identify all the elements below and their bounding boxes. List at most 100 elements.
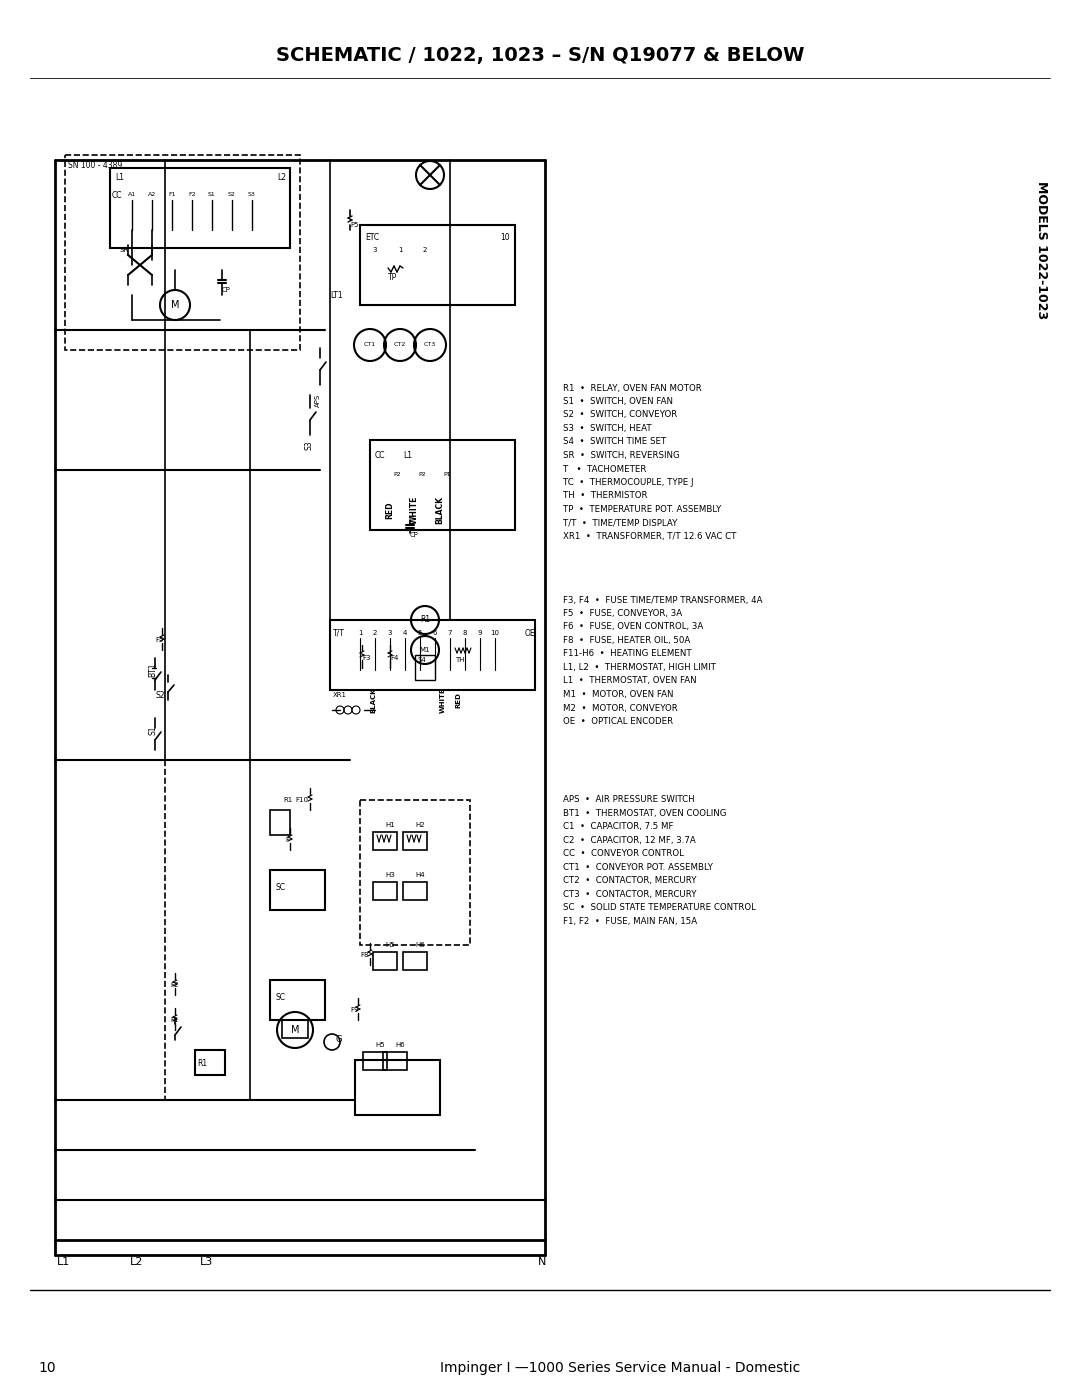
Bar [383,1052,407,1070]
Text: XR1  •  TRANSFORMER, T/T 12.6 VAC CT: XR1 • TRANSFORMER, T/T 12.6 VAC CT [563,532,737,541]
Text: L1: L1 [403,450,411,460]
Bar [415,655,435,680]
Text: 1: 1 [397,247,402,253]
Text: F8: F8 [360,951,368,958]
Text: TC  •  THERMOCOUPLE, TYPE J: TC • THERMOCOUPLE, TYPE J [563,478,693,488]
Text: H5: H5 [375,1042,384,1048]
Bar [355,1060,440,1115]
Text: L1, L2  •  THERMOSTAT, HIGH LIMIT: L1, L2 • THERMOSTAT, HIGH LIMIT [563,664,716,672]
Text: CT1: CT1 [364,342,376,348]
Text: F9: F9 [350,1007,359,1013]
Text: CT1  •  CONVEYOR POT. ASSEMBLY: CT1 • CONVEYOR POT. ASSEMBLY [563,863,713,872]
Text: R1  •  RELAY, OVEN FAN MOTOR: R1 • RELAY, OVEN FAN MOTOR [563,384,702,393]
Text: BLACK: BLACK [435,496,444,524]
Text: OE: OE [525,629,536,637]
Text: 5: 5 [418,630,422,636]
Text: CC: CC [375,450,386,460]
Bar [373,882,397,900]
Text: S4: S4 [418,657,427,664]
Text: L1: L1 [57,1257,70,1267]
Text: R1: R1 [283,798,293,803]
Text: CP: CP [410,532,419,538]
Text: 3: 3 [388,630,392,636]
Text: 3: 3 [373,247,377,253]
Text: H6: H6 [395,1042,405,1048]
Text: 2: 2 [422,247,428,253]
Text: SR  •  SWITCH, REVERSING: SR • SWITCH, REVERSING [563,451,679,460]
Text: H1: H1 [384,821,395,828]
Text: 1: 1 [357,630,362,636]
Text: WHITE: WHITE [440,687,446,712]
Text: F5: F5 [156,637,163,643]
Text: M: M [171,300,179,310]
Text: L1: L1 [114,173,124,183]
Text: SCHEMATIC / 1022, 1023 – S/N Q19077 & BELOW: SCHEMATIC / 1022, 1023 – S/N Q19077 & BE… [275,46,805,64]
Text: P5: P5 [350,222,359,228]
Text: 10: 10 [500,233,510,243]
Text: H2: H2 [415,821,424,828]
Bar [363,1052,387,1070]
Text: F8  •  FUSE, HEATER OIL, 50A: F8 • FUSE, HEATER OIL, 50A [563,636,690,645]
Text: TP: TP [388,274,397,282]
Text: 7: 7 [448,630,453,636]
Text: N: N [538,1257,546,1267]
Text: R1: R1 [420,616,430,624]
Text: RED: RED [455,692,461,708]
Bar [373,951,397,970]
Text: SC  •  SOLID STATE TEMPERATURE CONTROL: SC • SOLID STATE TEMPERATURE CONTROL [563,904,756,912]
Text: CT2: CT2 [394,342,406,348]
Text: L1  •  THERMOSTAT, OVEN FAN: L1 • THERMOSTAT, OVEN FAN [563,676,697,686]
Text: RED: RED [384,502,394,518]
Text: F1: F1 [170,1017,178,1023]
Text: F5  •  FUSE, CONVEYOR, 3A: F5 • FUSE, CONVEYOR, 3A [563,609,683,617]
Text: L2: L2 [130,1257,144,1267]
Text: S3  •  SWITCH, HEAT: S3 • SWITCH, HEAT [563,425,651,433]
Text: P1: P1 [443,472,450,478]
Text: P2: P2 [393,472,401,478]
Text: G: G [335,1035,341,1045]
Text: F10: F10 [295,798,308,803]
Text: M2  •  MOTOR, CONVEYOR: M2 • MOTOR, CONVEYOR [563,704,678,712]
Text: T/T  •  TIME/TEMP DISPLAY: T/T • TIME/TEMP DISPLAY [563,518,677,528]
Bar [195,1051,225,1076]
Text: OE  •  OPTICAL ENCODER: OE • OPTICAL ENCODER [563,717,673,726]
Text: Impinger I —1000 Series Service Manual - Domestic: Impinger I —1000 Series Service Manual -… [440,1361,800,1375]
Bar [270,870,325,909]
Text: F3, F4  •  FUSE TIME/TEMP TRANSFORMER, 4A: F3, F4 • FUSE TIME/TEMP TRANSFORMER, 4A [563,595,762,605]
Text: F2: F2 [188,193,195,197]
Text: S2  •  SWITCH, CONVEYOR: S2 • SWITCH, CONVEYOR [563,411,677,419]
Text: S2: S2 [228,193,235,197]
Text: TH: TH [455,657,464,664]
Text: 4: 4 [403,630,407,636]
Text: APS  •  AIR PRESSURE SWITCH: APS • AIR PRESSURE SWITCH [563,795,694,805]
Text: CC: CC [112,190,122,200]
Text: APS: APS [315,394,321,407]
Bar [270,810,291,835]
Text: F6  •  FUSE, OVEN CONTROL, 3A: F6 • FUSE, OVEN CONTROL, 3A [563,623,703,631]
Text: 10: 10 [38,1361,56,1375]
Text: P2: P2 [418,472,426,478]
Text: SC: SC [275,993,285,1003]
Text: WHITE: WHITE [410,496,419,524]
Text: SN 100 - 4389: SN 100 - 4389 [68,161,122,169]
Text: TH  •  THERMISTOR: TH • THERMISTOR [563,492,648,500]
Bar [330,620,535,690]
Text: L3: L3 [200,1257,213,1267]
Bar [270,981,325,1020]
Text: A1: A1 [127,193,136,197]
Text: F2: F2 [170,982,178,988]
Text: F1, F2  •  FUSE, MAIN FAN, 15A: F1, F2 • FUSE, MAIN FAN, 15A [563,916,697,926]
Text: C1  •  CAPACITOR, 7.5 MF: C1 • CAPACITOR, 7.5 MF [563,823,674,831]
Bar [403,882,427,900]
Text: S2: S2 [156,690,164,700]
Text: BT1  •  THERMOSTAT, OVEN COOLING: BT1 • THERMOSTAT, OVEN COOLING [563,809,727,819]
Text: H5: H5 [384,942,394,949]
Bar [110,168,291,249]
Text: S3: S3 [305,440,314,450]
Text: S4  •  SWITCH TIME SET: S4 • SWITCH TIME SET [563,437,666,447]
Text: ETC: ETC [365,233,379,243]
Text: CP: CP [222,286,231,293]
Text: M: M [291,1025,299,1035]
Text: SC: SC [275,883,285,891]
Bar [360,800,470,944]
